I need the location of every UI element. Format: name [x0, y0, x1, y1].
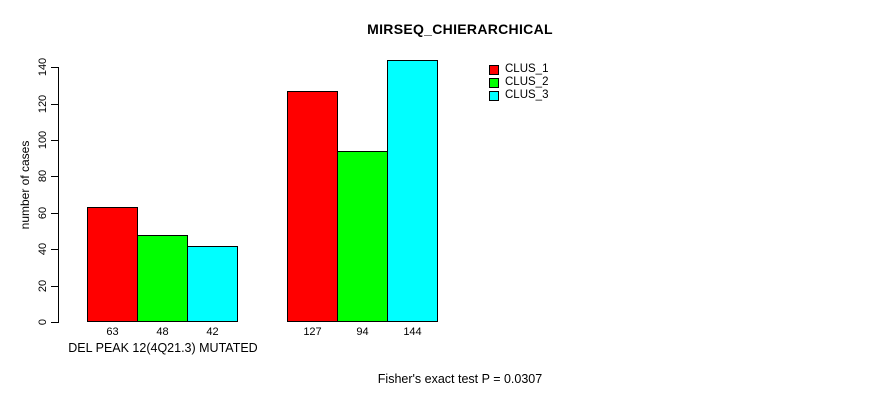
legend-swatch	[489, 64, 499, 75]
bar	[337, 151, 388, 322]
y-tick-label: 140	[37, 58, 49, 77]
y-tick-label: 0	[37, 318, 49, 326]
bar	[287, 91, 338, 322]
y-tick	[51, 67, 58, 69]
y-tick	[51, 140, 58, 141]
bar	[187, 246, 238, 322]
legend: CLUS_1 CLUS_2 CLUS_3	[489, 63, 548, 102]
bar	[137, 235, 188, 322]
y-axis-label: number of cases	[18, 140, 32, 230]
bar-value-label: 144	[403, 326, 422, 338]
y-tick-label: 80	[37, 170, 49, 183]
y-tick-label: 100	[37, 130, 49, 150]
y-tick	[51, 285, 58, 287]
chart-title: MIRSEQ_CHIERARCHICAL	[367, 21, 553, 37]
bar	[387, 60, 438, 322]
legend-label: CLUS_2	[505, 76, 549, 88]
y-tick	[51, 212, 58, 214]
legend-item: CLUS_2	[489, 76, 548, 89]
bar-value-label: 42	[206, 326, 219, 338]
y-tick-label: 20	[37, 279, 49, 292]
bar-value-label: 94	[356, 326, 369, 338]
x-axis-label: DEL PEAK 12(4Q21.3) MUTATED	[68, 341, 258, 355]
legend-swatch	[489, 90, 499, 101]
legend-item: CLUS_1	[489, 63, 548, 76]
y-tick	[51, 322, 58, 323]
y-tick	[51, 176, 58, 178]
legend-label: CLUS_3	[505, 89, 549, 101]
bar	[87, 207, 138, 322]
bar-value-label: 63	[106, 326, 119, 338]
y-tick-label: 60	[37, 206, 49, 219]
y-tick	[51, 103, 58, 105]
y-axis-line	[58, 67, 59, 323]
legend-label: CLUS_1	[505, 63, 549, 75]
y-tick-label: 40	[37, 243, 49, 256]
y-tick	[51, 249, 58, 251]
bar-value-label: 127	[303, 326, 322, 338]
legend-swatch	[489, 77, 499, 88]
bar-value-label: 48	[156, 326, 169, 338]
legend-item: CLUS_3	[489, 89, 548, 102]
footer-note: Fisher's exact test P = 0.0307	[377, 372, 543, 386]
y-tick-label: 120	[37, 94, 49, 113]
